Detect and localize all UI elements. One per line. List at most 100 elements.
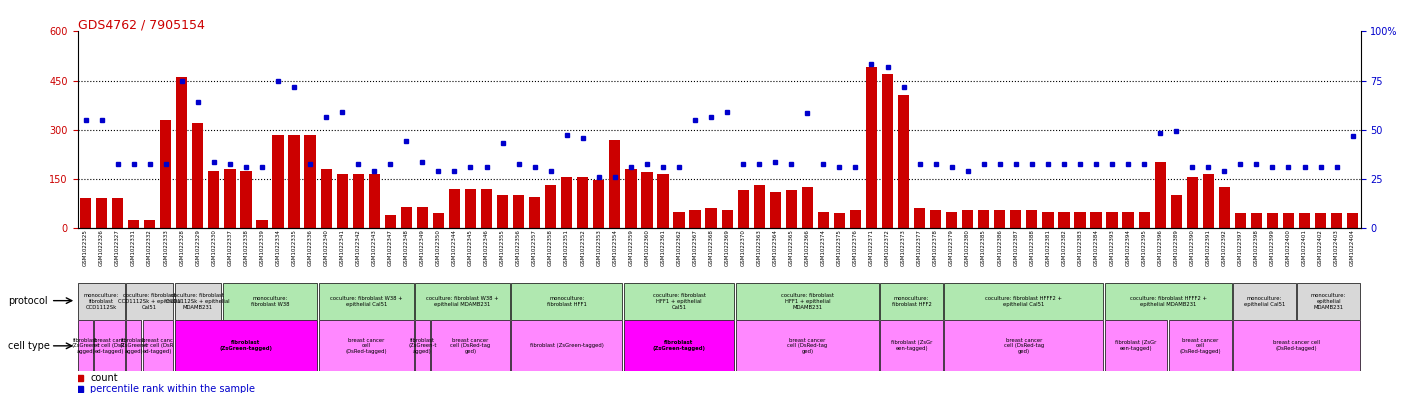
Bar [352,174,364,228]
Text: GSM1022329: GSM1022329 [196,229,200,266]
Text: GSM1022394: GSM1022394 [1125,229,1131,266]
Text: GSM1022354: GSM1022354 [612,229,618,266]
Bar [785,190,797,228]
Text: GSM1022338: GSM1022338 [244,229,248,266]
Text: GSM1022327: GSM1022327 [116,229,120,266]
Bar [1218,187,1230,228]
Bar [144,220,155,228]
Text: fibroblast (ZsGr
een-tagged): fibroblast (ZsGr een-tagged) [1115,340,1156,351]
Text: GSM1022328: GSM1022328 [179,229,185,266]
Text: GSM1022326: GSM1022326 [99,229,104,266]
Bar [946,211,957,228]
Bar [833,213,845,228]
Bar [385,215,396,228]
Text: GSM1022364: GSM1022364 [773,229,778,266]
Bar [272,134,283,228]
Bar [705,208,716,228]
Bar [1107,211,1118,228]
Text: GSM1022388: GSM1022388 [1029,229,1035,266]
Bar [209,171,220,228]
Text: GSM1022386: GSM1022386 [997,229,1003,266]
Bar [417,207,429,228]
Text: GSM1022374: GSM1022374 [821,229,826,266]
Text: coculture: fibroblast
CCD1112Sk + epithelial
Cal51: coculture: fibroblast CCD1112Sk + epithe… [118,293,182,310]
Bar [625,169,636,228]
FancyBboxPatch shape [512,283,622,320]
Bar [689,210,701,228]
Text: GSM1022378: GSM1022378 [933,229,938,266]
Bar [481,189,492,228]
Bar [224,169,235,228]
Text: GSM1022361: GSM1022361 [660,229,666,266]
FancyBboxPatch shape [142,320,173,371]
Text: GSM1022390: GSM1022390 [1190,229,1194,266]
Text: GSM1022335: GSM1022335 [292,229,296,266]
Text: GSM1022360: GSM1022360 [644,229,650,266]
Text: GSM1022339: GSM1022339 [259,229,265,266]
Text: GSM1022373: GSM1022373 [901,229,907,266]
Text: GSM1022342: GSM1022342 [355,229,361,266]
Bar [1170,195,1182,228]
Text: GSM1022395: GSM1022395 [1142,229,1146,266]
Text: GSM1022349: GSM1022349 [420,229,424,266]
Text: GSM1022330: GSM1022330 [212,229,216,266]
Text: GSM1022353: GSM1022353 [596,229,601,266]
Bar [128,220,140,228]
FancyBboxPatch shape [880,320,943,371]
Text: GSM1022336: GSM1022336 [307,229,313,266]
FancyBboxPatch shape [736,283,878,320]
Bar [1059,211,1070,228]
Bar [320,169,331,228]
Bar [1266,213,1277,228]
Text: GSM1022392: GSM1022392 [1222,229,1227,266]
Bar [674,211,685,228]
Text: GSM1022391: GSM1022391 [1206,229,1211,266]
Text: GSM1022363: GSM1022363 [757,229,761,266]
Text: GSM1022403: GSM1022403 [1334,229,1340,266]
Text: GSM1022346: GSM1022346 [484,229,489,266]
Text: GSM1022384: GSM1022384 [1094,229,1098,266]
Text: fibroblast (ZsGr
een-tagged): fibroblast (ZsGr een-tagged) [891,340,932,351]
Text: GSM1022379: GSM1022379 [949,229,955,266]
Text: GSM1022358: GSM1022358 [548,229,553,266]
FancyBboxPatch shape [623,283,735,320]
Bar [657,174,668,228]
Text: percentile rank within the sample: percentile rank within the sample [90,384,255,393]
Text: breast cancer
cell (DsRed-tag
ged): breast cancer cell (DsRed-tag ged) [1004,338,1043,354]
Text: GSM1022366: GSM1022366 [805,229,809,266]
FancyBboxPatch shape [512,320,622,371]
Text: GSM1022355: GSM1022355 [501,229,505,266]
Text: GSM1022399: GSM1022399 [1270,229,1275,266]
FancyBboxPatch shape [1105,320,1167,371]
Text: GSM1022398: GSM1022398 [1253,229,1259,266]
FancyBboxPatch shape [736,320,878,371]
Text: breast cancer
cell (DsRed-tag
ged): breast cancer cell (DsRed-tag ged) [787,338,828,354]
Bar [609,140,620,228]
FancyBboxPatch shape [223,283,317,320]
FancyBboxPatch shape [319,283,413,320]
Bar [1074,211,1086,228]
FancyBboxPatch shape [880,283,943,320]
FancyBboxPatch shape [319,320,413,371]
Text: GSM1022351: GSM1022351 [564,229,570,266]
Text: GDS4762 / 7905154: GDS4762 / 7905154 [78,18,204,31]
FancyBboxPatch shape [1234,283,1296,320]
Text: GSM1022383: GSM1022383 [1077,229,1083,266]
Bar [1235,213,1246,228]
Text: GSM1022375: GSM1022375 [838,229,842,266]
Bar [1316,213,1327,228]
Bar [448,189,460,228]
Text: coculture: fibroblast HFFF2 +
epithelial Cal51: coculture: fibroblast HFFF2 + epithelial… [986,296,1062,307]
Bar [1010,210,1021,228]
Bar [289,134,300,228]
Bar [1347,213,1358,228]
Bar [111,198,123,228]
Bar [1187,177,1198,228]
FancyBboxPatch shape [945,320,1103,371]
Bar [433,213,444,228]
FancyBboxPatch shape [945,283,1103,320]
FancyBboxPatch shape [1297,283,1359,320]
Bar [1122,211,1134,228]
Text: GSM1022380: GSM1022380 [966,229,970,266]
Text: GSM1022347: GSM1022347 [388,229,393,266]
